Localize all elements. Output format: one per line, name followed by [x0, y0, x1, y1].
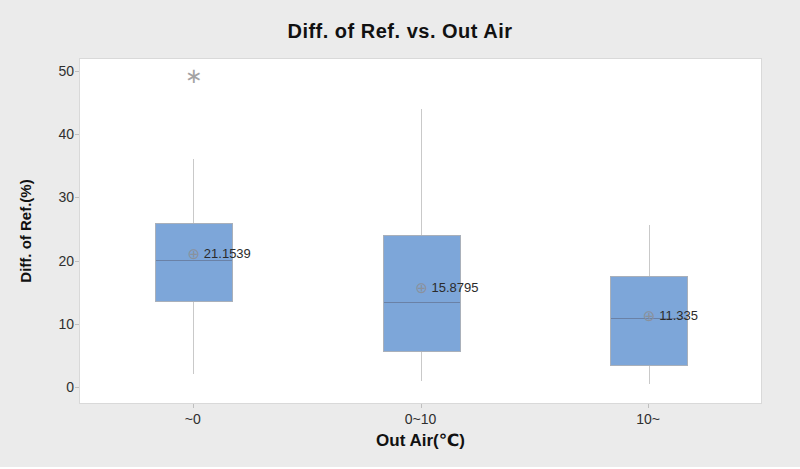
mean-marker-icon: ⊕ [414, 280, 430, 296]
median-line [384, 302, 460, 303]
y-tick-label: 0 [40, 378, 74, 396]
mean-marker-icon: ⊕ [641, 308, 657, 324]
x-axis-title: Out Air(℃) [79, 430, 762, 451]
x-tick-mark [193, 404, 194, 408]
x-tick-mark [648, 404, 649, 408]
mean-value-label: 15.8795 [432, 279, 479, 297]
x-tick-label: 0~10 [381, 410, 461, 428]
y-tick-mark [75, 387, 79, 388]
y-tick-mark [75, 197, 79, 198]
outlier-marker-icon: ∗ [186, 68, 202, 84]
x-tick-label: ~0 [153, 410, 233, 428]
y-tick-mark [75, 324, 79, 325]
y-axis-title: Diff. of Ref.(%) [17, 161, 35, 301]
y-tick-label: 50 [40, 62, 74, 80]
boxplot-figure: Diff. of Ref. vs. Out Air Diff. of Ref.(… [0, 0, 800, 469]
mean-value-label: 11.335 [659, 307, 698, 325]
x-tick-mark [421, 404, 422, 408]
y-tick-label: 40 [40, 125, 74, 143]
mean-value-label: 21.1539 [204, 245, 251, 263]
mean-marker-icon: ⊕ [186, 246, 202, 262]
y-tick-mark [75, 134, 79, 135]
y-tick-mark [75, 71, 79, 72]
y-tick-label: 30 [40, 188, 74, 206]
plot-area: ⊕21.1539∗⊕15.8795⊕11.335 [79, 58, 762, 404]
x-tick-label: 10~ [608, 410, 688, 428]
y-tick-mark [75, 261, 79, 262]
y-tick-label: 20 [40, 252, 74, 270]
y-tick-label: 10 [40, 315, 74, 333]
chart-title: Diff. of Ref. vs. Out Air [0, 20, 800, 43]
